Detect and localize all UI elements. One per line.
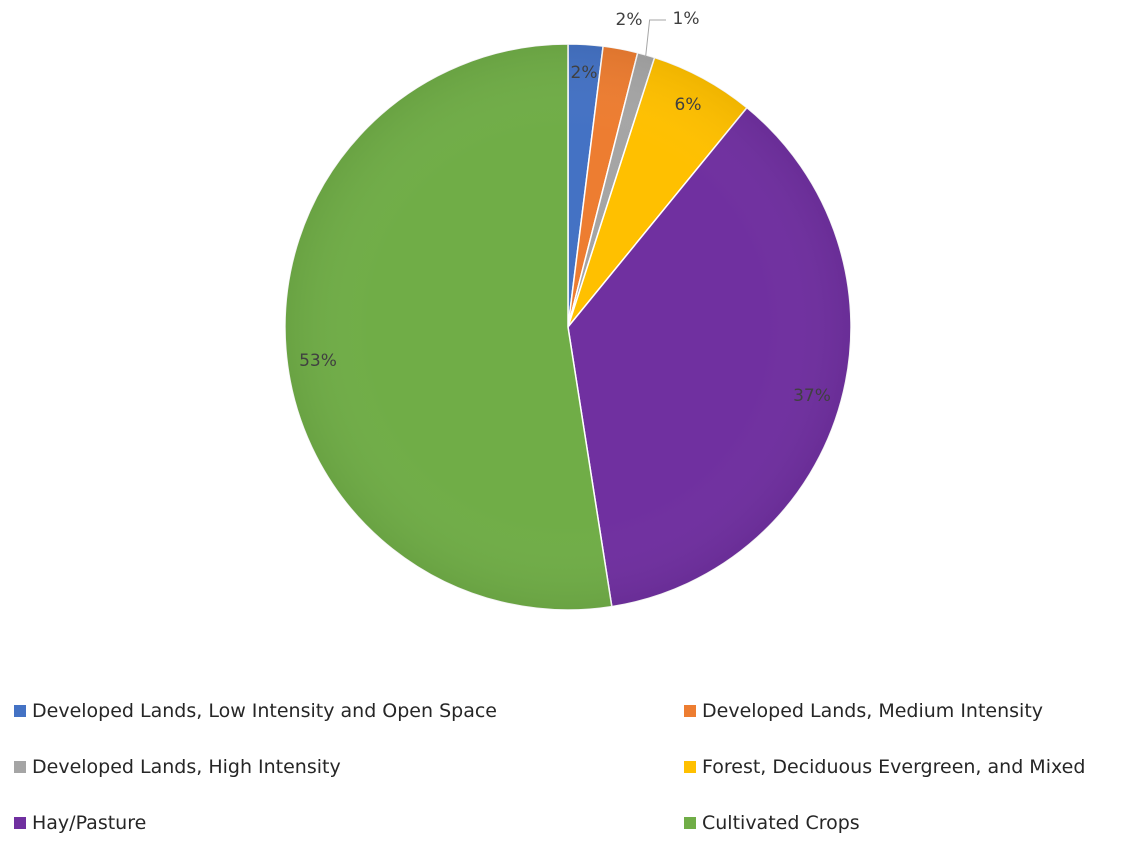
legend-swatch-developed-lands-high-intensity — [14, 761, 26, 773]
slice-label-hay-pasture: 37% — [793, 386, 831, 406]
legend-swatch-developed-lands-low-intensity-and-open-space — [14, 705, 26, 717]
slice-labels: 2% 2% 1% 6% 37% 53% — [299, 9, 831, 406]
legend-label-developed-lands-high-intensity: Developed Lands, High Intensity — [32, 756, 341, 778]
legend-item-cultivated-crops: Cultivated Crops — [684, 812, 860, 834]
legend-item-developed-lands-medium-intensity: Developed Lands, Medium Intensity — [684, 700, 1043, 722]
legend-swatch-forest-deciduous-evergreen-and-mixed — [684, 761, 696, 773]
legend-item-forest-deciduous-evergreen-and-mixed: Forest, Deciduous Evergreen, and Mixed — [684, 756, 1085, 778]
legend-item-hay-pasture: Hay/Pasture — [14, 812, 146, 834]
legend-label-forest-deciduous-evergreen-and-mixed: Forest, Deciduous Evergreen, and Mixed — [702, 756, 1085, 778]
legend-label-cultivated-crops: Cultivated Crops — [702, 812, 860, 834]
slice-label-forest-deciduous-evergreen-and-mixed: 6% — [675, 95, 702, 115]
leader-lines — [645, 19, 666, 57]
pie-slice-cultivated-crops — [284, 43, 613, 611]
slice-label-developed-lands-low-intensity-and-open-space: 2% — [571, 63, 598, 83]
slice-label-developed-lands-medium-intensity: 2% — [616, 10, 643, 30]
leader-line-developed-lands-high-intensity — [645, 19, 666, 57]
legend-swatch-hay-pasture — [14, 817, 26, 829]
legend-swatch-developed-lands-medium-intensity — [684, 705, 696, 717]
legend-label-hay-pasture: Hay/Pasture — [32, 812, 146, 834]
slice-label-cultivated-crops: 53% — [299, 351, 337, 371]
legend-item-developed-lands-low-intensity-and-open-space: Developed Lands, Low Intensity and Open … — [14, 700, 497, 722]
legend-label-developed-lands-medium-intensity: Developed Lands, Medium Intensity — [702, 700, 1043, 722]
legend-label-developed-lands-low-intensity-and-open-space: Developed Lands, Low Intensity and Open … — [32, 700, 497, 722]
legend-item-developed-lands-high-intensity: Developed Lands, High Intensity — [14, 756, 341, 778]
slice-label-developed-lands-high-intensity: 1% — [673, 9, 700, 29]
legend: Developed Lands, Low Intensity and Open … — [14, 700, 1085, 834]
legend-swatch-cultivated-crops — [684, 817, 696, 829]
pie-slices — [284, 43, 852, 611]
